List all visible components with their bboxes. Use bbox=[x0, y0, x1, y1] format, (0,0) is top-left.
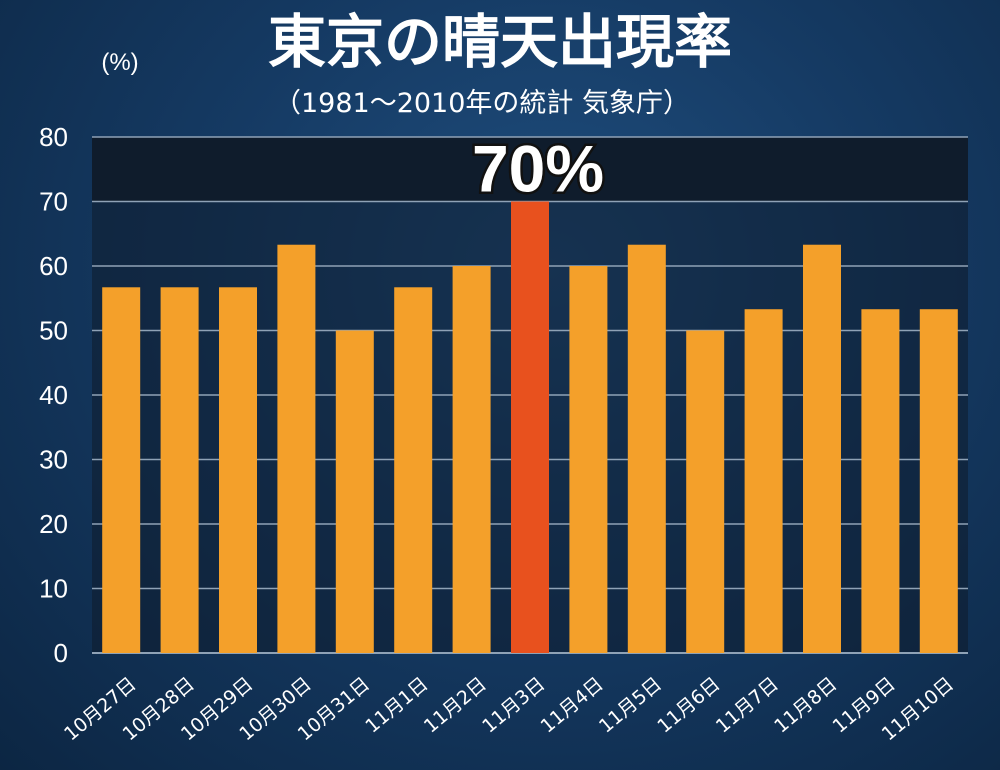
y-tick-label: 80 bbox=[39, 122, 68, 152]
bar bbox=[569, 266, 608, 653]
bar bbox=[452, 266, 491, 653]
y-axis-ticks: 0 10 20 30 40 50 60 70 80 bbox=[39, 122, 68, 668]
x-axis-ticks: 10月27日10月28日10月29日10月30日10月31日11月1日11月2日… bbox=[60, 673, 958, 745]
x-tick-label: 11月5日 bbox=[595, 673, 666, 738]
y-tick-label: 30 bbox=[39, 445, 68, 475]
bar bbox=[919, 309, 958, 653]
y-tick-label: 40 bbox=[39, 380, 68, 410]
highlight-value-label: 70% bbox=[472, 132, 604, 206]
x-tick-label: 11月3日 bbox=[478, 673, 549, 738]
x-tick-label: 11月7日 bbox=[712, 673, 783, 738]
x-tick-label: 11月2日 bbox=[420, 673, 491, 738]
bar bbox=[102, 287, 141, 653]
x-tick-label: 11月6日 bbox=[653, 673, 724, 738]
y-tick-label: 60 bbox=[39, 251, 68, 281]
bar bbox=[627, 244, 666, 653]
plot-top-band bbox=[92, 137, 968, 202]
bar bbox=[394, 287, 433, 653]
y-tick-label: 70 bbox=[39, 187, 68, 217]
x-tick-label: 11月4日 bbox=[537, 673, 608, 738]
y-tick-label: 20 bbox=[39, 509, 68, 539]
y-tick-label: 10 bbox=[39, 574, 68, 604]
bar bbox=[277, 244, 316, 653]
bar-highlight bbox=[511, 201, 549, 653]
bar-series bbox=[102, 201, 958, 653]
y-tick-label: 50 bbox=[39, 316, 68, 346]
bar bbox=[861, 309, 900, 653]
bar bbox=[686, 330, 725, 653]
bar bbox=[160, 287, 199, 653]
x-tick-label: 11月8日 bbox=[770, 673, 841, 738]
y-axis-unit-label: (%) bbox=[101, 49, 138, 76]
bar bbox=[335, 330, 374, 653]
bar bbox=[744, 309, 783, 653]
x-tick-label: 11月1日 bbox=[361, 673, 432, 738]
y-tick-label: 0 bbox=[54, 638, 68, 668]
bar bbox=[219, 287, 257, 653]
bar bbox=[803, 244, 841, 653]
chart-title: 東京の晴天出現率 bbox=[268, 8, 732, 76]
chart-subtitle: （1981〜2010年の統計 気象庁） bbox=[274, 88, 690, 119]
